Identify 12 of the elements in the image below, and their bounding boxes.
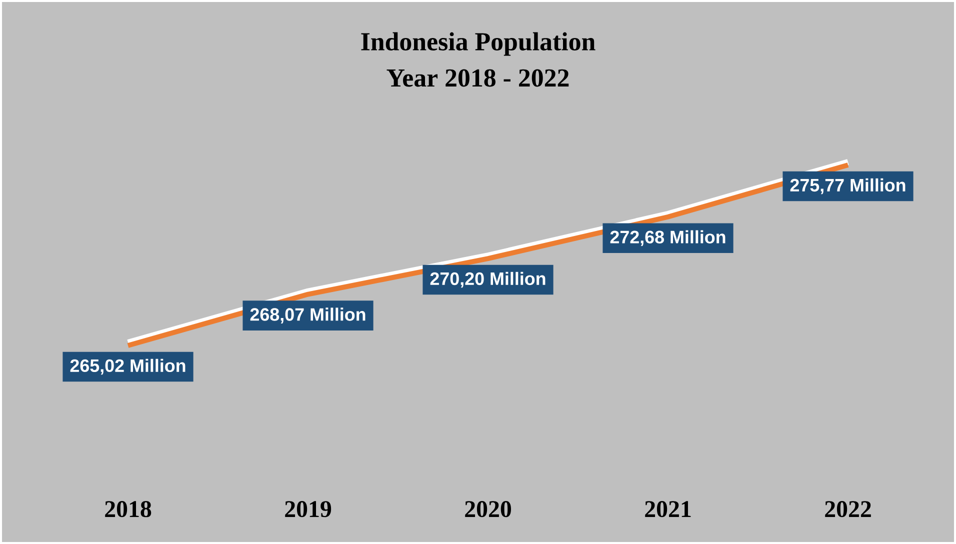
data-label: 265,02 Million [70, 358, 186, 375]
chart-title: Indonesia Population [361, 32, 596, 56]
chart-subtitle: Year 2018 - 2022 [386, 69, 569, 87]
x-tick-label: 2019 [285, 501, 332, 518]
data-label: 272,68 Million [610, 230, 726, 246]
data-label: 275,77 Million [790, 178, 906, 194]
x-tick-label: 2020 [465, 501, 511, 518]
data-label: 268,07 Million [250, 308, 366, 324]
x-tick-label: 2021 [645, 501, 691, 518]
x-tick-label: 2022 [825, 501, 871, 518]
x-tick-label: 2018 [105, 501, 152, 518]
data-label: 270,20 Million [430, 272, 546, 288]
